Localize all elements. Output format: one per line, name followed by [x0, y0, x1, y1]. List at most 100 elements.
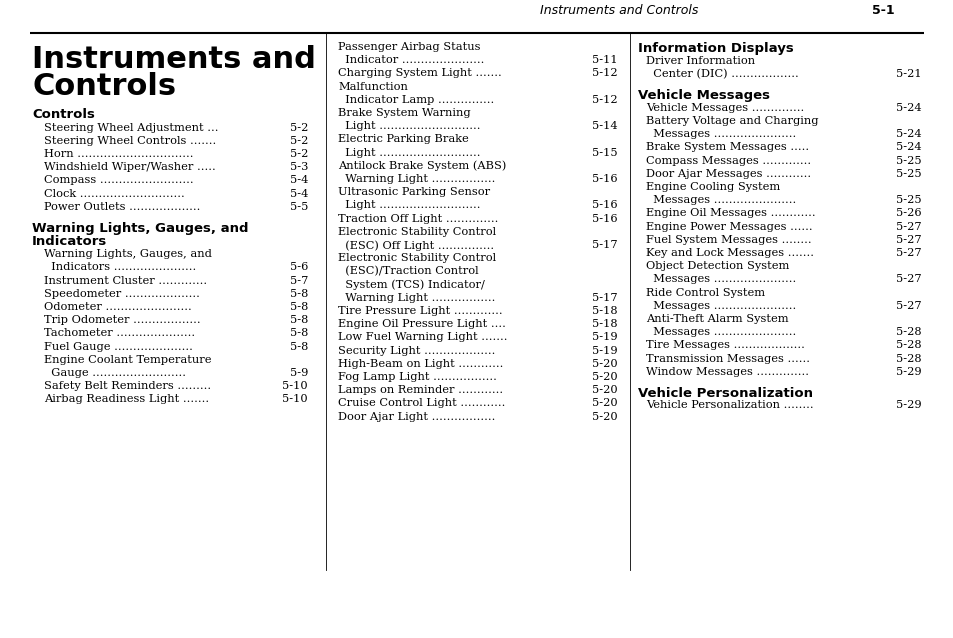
- Text: Engine Oil Pressure Light ....: Engine Oil Pressure Light ....: [337, 319, 505, 329]
- Text: 5-20: 5-20: [592, 398, 618, 408]
- Text: 5-26: 5-26: [896, 209, 921, 218]
- Text: 5-20: 5-20: [592, 359, 618, 369]
- Text: Gauge .........................: Gauge .........................: [44, 368, 186, 378]
- Text: 5-2: 5-2: [290, 136, 308, 145]
- Text: Engine Coolant Temperature: Engine Coolant Temperature: [44, 355, 212, 365]
- Text: 5-3: 5-3: [290, 162, 308, 172]
- Text: Window Messages ..............: Window Messages ..............: [645, 367, 808, 376]
- Text: Clock ............................: Clock ............................: [44, 188, 185, 198]
- Text: 5-2: 5-2: [290, 149, 308, 159]
- Text: 5-29: 5-29: [896, 367, 921, 376]
- Text: 5-28: 5-28: [896, 327, 921, 337]
- Text: 5-27: 5-27: [896, 221, 921, 232]
- Text: Messages ......................: Messages ......................: [645, 274, 796, 285]
- Text: Messages ......................: Messages ......................: [645, 129, 796, 139]
- Text: 5-24: 5-24: [896, 103, 921, 113]
- Text: Warning Light .................: Warning Light .................: [337, 174, 495, 184]
- Text: 5-27: 5-27: [896, 235, 921, 245]
- Text: Engine Power Messages ......: Engine Power Messages ......: [645, 221, 812, 232]
- Text: Ride Control System: Ride Control System: [645, 288, 764, 297]
- Text: Malfunction: Malfunction: [337, 82, 408, 92]
- Text: Ultrasonic Parking Sensor: Ultrasonic Parking Sensor: [337, 187, 490, 197]
- Text: Passenger Airbag Status: Passenger Airbag Status: [337, 42, 480, 52]
- Text: Odometer .......................: Odometer .......................: [44, 302, 192, 312]
- Text: 5-1: 5-1: [871, 4, 894, 17]
- Text: Messages ......................: Messages ......................: [645, 195, 796, 205]
- Text: 5-24: 5-24: [896, 142, 921, 152]
- Text: Traction Off Light ..............: Traction Off Light ..............: [337, 214, 497, 223]
- Text: Compass Messages .............: Compass Messages .............: [645, 156, 810, 165]
- Text: 5-10: 5-10: [282, 394, 308, 404]
- Text: 5-7: 5-7: [290, 276, 308, 286]
- Text: Horn ...............................: Horn ...............................: [44, 149, 193, 159]
- Text: 5-18: 5-18: [592, 319, 618, 329]
- Text: Anti-Theft Alarm System: Anti-Theft Alarm System: [645, 314, 788, 324]
- Text: 5-8: 5-8: [290, 315, 308, 325]
- Text: 5-20: 5-20: [592, 385, 618, 395]
- Text: Indicators: Indicators: [32, 235, 107, 248]
- Text: 5-17: 5-17: [592, 293, 618, 303]
- Text: Trip Odometer ..................: Trip Odometer ..................: [44, 315, 200, 325]
- Text: Indicator ......................: Indicator ......................: [337, 56, 484, 65]
- Text: 5-2: 5-2: [290, 122, 308, 133]
- Text: Cruise Control Light ............: Cruise Control Light ............: [337, 398, 505, 408]
- Text: 5-27: 5-27: [896, 274, 921, 285]
- Text: 5-8: 5-8: [290, 329, 308, 338]
- Text: 5-16: 5-16: [592, 214, 618, 223]
- Text: Electric Parking Brake: Electric Parking Brake: [337, 135, 468, 144]
- Text: Light ...........................: Light ...........................: [337, 200, 480, 211]
- Text: Brake System Messages .....: Brake System Messages .....: [645, 142, 808, 152]
- Text: 5-6: 5-6: [290, 262, 308, 272]
- Text: Tire Messages ...................: Tire Messages ...................: [645, 340, 804, 350]
- Text: 5-17: 5-17: [592, 240, 618, 250]
- Text: Controls: Controls: [32, 108, 94, 121]
- Text: Indicators ......................: Indicators ......................: [44, 262, 196, 272]
- Text: Vehicle Messages ..............: Vehicle Messages ..............: [645, 103, 803, 113]
- Text: Vehicle Personalization: Vehicle Personalization: [638, 387, 812, 399]
- Text: Tachometer .....................: Tachometer .....................: [44, 329, 195, 338]
- Text: Fuel System Messages ........: Fuel System Messages ........: [645, 235, 811, 245]
- Text: Instruments and Controls: Instruments and Controls: [539, 4, 698, 17]
- Text: Electronic Stability Control: Electronic Stability Control: [337, 253, 496, 263]
- Text: Door Ajar Messages ............: Door Ajar Messages ............: [645, 168, 810, 179]
- Text: Transmission Messages ......: Transmission Messages ......: [645, 353, 809, 364]
- Text: 5-25: 5-25: [896, 156, 921, 165]
- Text: Compass .........................: Compass .........................: [44, 175, 193, 185]
- Text: Warning Lights, Gauges, and: Warning Lights, Gauges, and: [44, 249, 212, 259]
- Text: High-Beam on Light ............: High-Beam on Light ............: [337, 359, 503, 369]
- Text: Airbag Readiness Light .......: Airbag Readiness Light .......: [44, 394, 209, 404]
- Text: Engine Cooling System: Engine Cooling System: [645, 182, 780, 192]
- Text: 5-25: 5-25: [896, 168, 921, 179]
- Text: Information Displays: Information Displays: [638, 42, 793, 55]
- Text: 5-29: 5-29: [896, 401, 921, 410]
- Text: 5-19: 5-19: [592, 346, 618, 355]
- Text: 5-4: 5-4: [290, 188, 308, 198]
- Text: Fuel Gauge .....................: Fuel Gauge .....................: [44, 341, 193, 352]
- Text: Brake System Warning: Brake System Warning: [337, 108, 470, 118]
- Text: 5-15: 5-15: [592, 147, 618, 158]
- Text: 5-16: 5-16: [592, 200, 618, 211]
- Text: Safety Belt Reminders .........: Safety Belt Reminders .........: [44, 382, 211, 391]
- Text: Light ...........................: Light ...........................: [337, 147, 480, 158]
- Text: Messages ......................: Messages ......................: [645, 300, 796, 311]
- Text: System (TCS) Indicator/: System (TCS) Indicator/: [337, 279, 484, 290]
- Text: Windshield Wiper/Washer .....: Windshield Wiper/Washer .....: [44, 162, 215, 172]
- Text: Fog Lamp Light .................: Fog Lamp Light .................: [337, 372, 497, 382]
- Text: Key and Lock Messages .......: Key and Lock Messages .......: [645, 248, 813, 258]
- Text: 5-14: 5-14: [592, 121, 618, 131]
- Text: 5-4: 5-4: [290, 175, 308, 185]
- Text: 5-8: 5-8: [290, 302, 308, 312]
- Text: Center (DIC) ..................: Center (DIC) ..................: [645, 69, 798, 79]
- Text: 5-28: 5-28: [896, 353, 921, 364]
- Text: Antilock Brake System (ABS): Antilock Brake System (ABS): [337, 161, 506, 172]
- Text: 5-16: 5-16: [592, 174, 618, 184]
- Text: 5-8: 5-8: [290, 289, 308, 299]
- Text: 5-12: 5-12: [592, 68, 618, 78]
- Text: Instrument Cluster .............: Instrument Cluster .............: [44, 276, 207, 286]
- Text: Lamps on Reminder ............: Lamps on Reminder ............: [337, 385, 502, 395]
- Text: 5-11: 5-11: [592, 56, 618, 65]
- Text: Low Fuel Warning Light .......: Low Fuel Warning Light .......: [337, 332, 507, 343]
- Text: 5-19: 5-19: [592, 332, 618, 343]
- Text: 5-28: 5-28: [896, 340, 921, 350]
- Text: 5-27: 5-27: [896, 248, 921, 258]
